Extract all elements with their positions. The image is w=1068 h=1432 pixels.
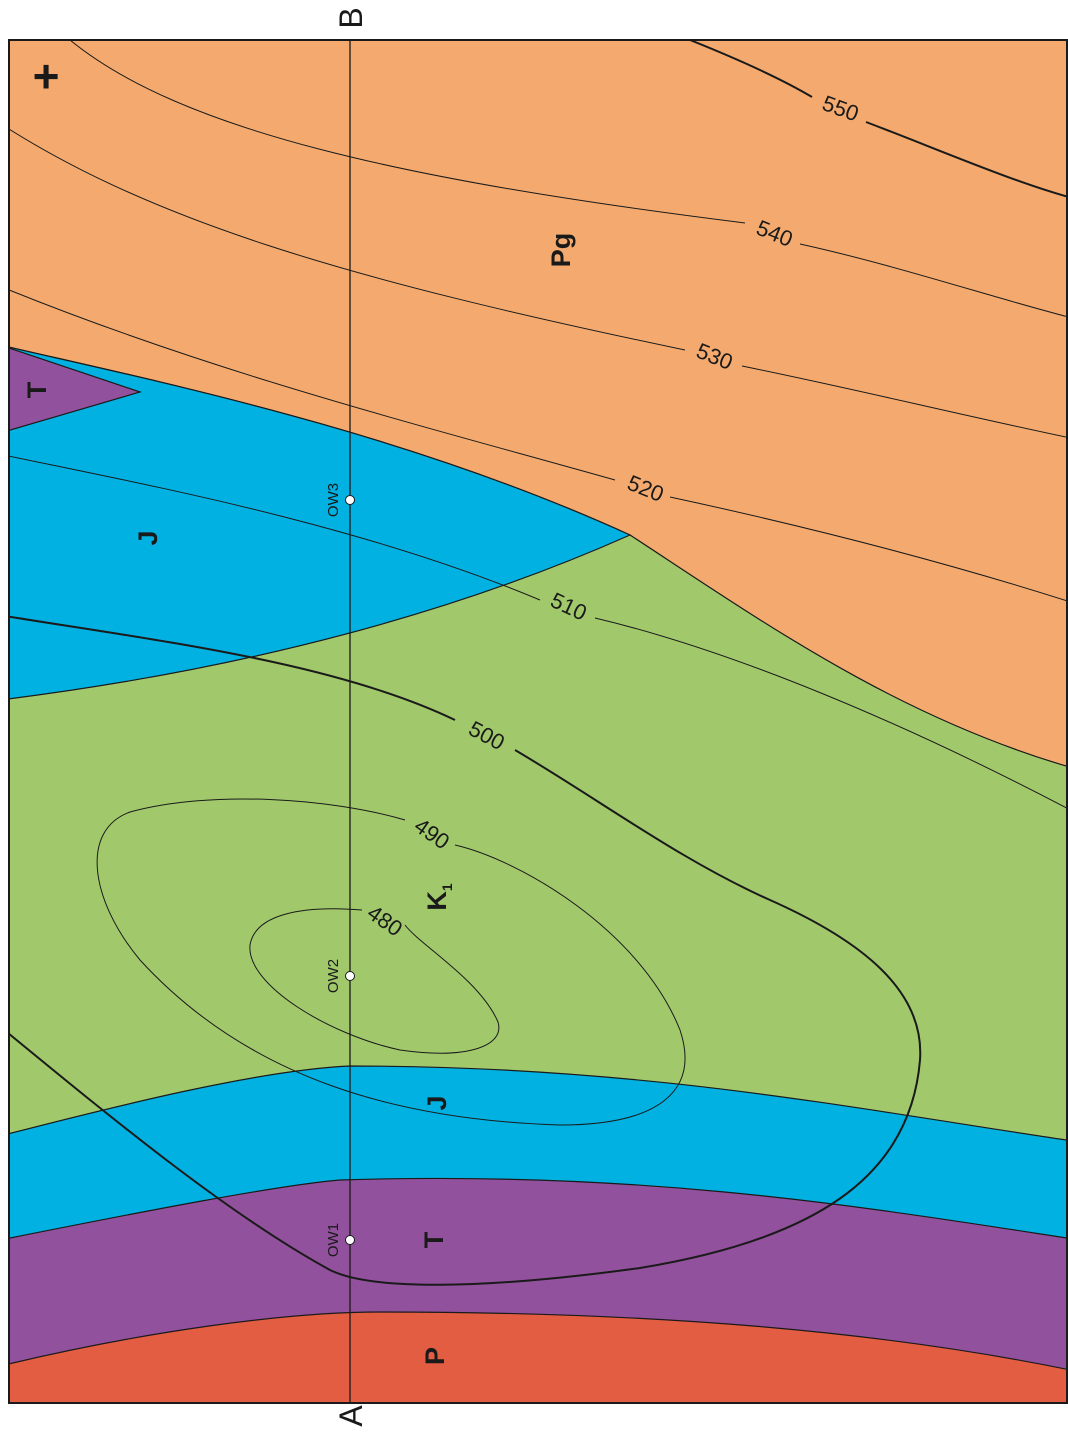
unit-p-area <box>9 1311 1067 1403</box>
unit-label-pg: Pg <box>546 233 576 268</box>
unit-label-t-south: T <box>419 1231 449 1248</box>
contour-550 <box>689 40 1067 198</box>
section-end-b: B <box>333 7 369 28</box>
unit-t-north-area <box>9 347 143 431</box>
well-label-ow2: OW2 <box>325 959 342 993</box>
unit-j-north-area <box>9 346 632 700</box>
unit-label-k1: K1 <box>422 883 455 911</box>
contour-540 <box>69 40 1067 318</box>
contour-480 <box>249 908 500 1054</box>
unit-label-j-south: J <box>422 1095 452 1110</box>
map-frame <box>8 39 1068 1404</box>
well-ow2-marker <box>345 971 355 981</box>
well-ow3-marker <box>345 495 355 505</box>
well-label-ow1: OW1 <box>325 1223 342 1257</box>
contour-510 <box>9 455 1067 809</box>
north-marker-cross: + <box>33 50 60 102</box>
unit-label-j-north: J <box>133 530 163 545</box>
contour-530 <box>9 128 1067 438</box>
unit-label-t-north: T <box>22 381 52 398</box>
contour-500 <box>9 615 922 1286</box>
contour-520 <box>9 289 1067 602</box>
well-ow1-marker <box>345 1235 355 1245</box>
unit-label-k1-letter: K <box>422 891 452 911</box>
unit-label-k1-subscript: 1 <box>439 883 455 891</box>
well-label-ow3: OW3 <box>325 483 342 517</box>
map-body: 550 540 530 520 510 500 490 480 OW3 OW2 … <box>9 40 1067 1403</box>
section-end-a: A <box>333 1405 369 1427</box>
unit-label-p: P <box>420 1347 450 1365</box>
contour-490 <box>96 798 686 1126</box>
